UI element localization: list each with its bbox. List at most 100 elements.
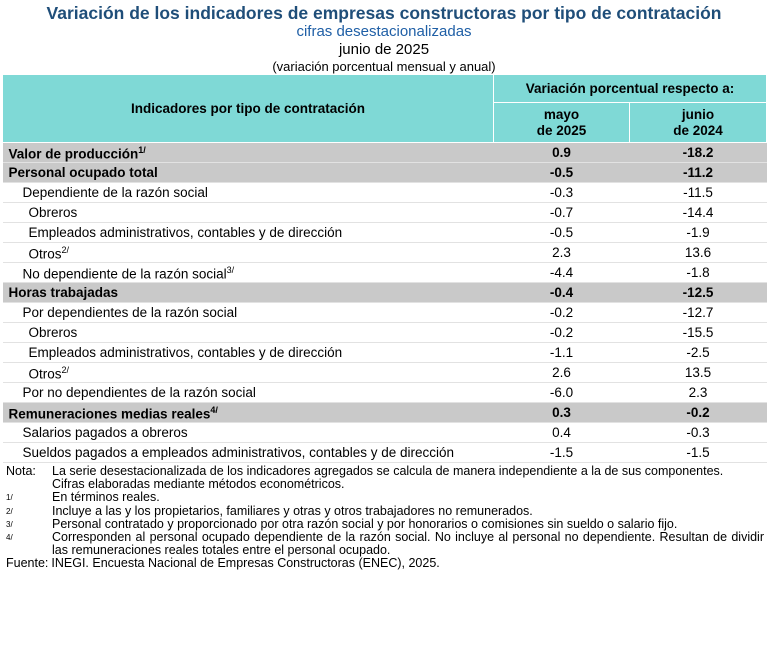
row: Obreros -0.7 -14.4 (2, 202, 767, 223)
label-text: Por no dependientes de la razón social (22, 385, 256, 400)
row: Por dependientes de la razón social -0.2-… (2, 302, 767, 323)
column-header-line: de 2025 (536, 122, 587, 138)
row-label: Sueldos pagados a empleados administrati… (2, 442, 494, 463)
label-text: No dependiente de la razón social (22, 266, 227, 282)
value-cell: -1.9 (629, 222, 767, 243)
row-label: Obreros (2, 202, 494, 223)
value-cell: -0.4 (493, 282, 630, 303)
label-text: Valor de producción (8, 146, 139, 162)
row: No dependiente de la razón social3/-4.4-… (2, 262, 767, 283)
value-cell: -4.4 (493, 262, 630, 283)
value-cell: 2.6 (493, 362, 630, 383)
group-row: Valor de producción1/0.9 -18.2 (2, 142, 767, 163)
value-cell: 13.6 (629, 242, 767, 263)
label-text: Remuneraciones medias reales (8, 406, 211, 422)
note: 2/Incluye a las y los propietarios, fami… (6, 503, 764, 518)
subtitle: cifras desestacionalizadas (296, 23, 472, 40)
unit: (variación porcentual mensual y anual) (272, 59, 496, 74)
label-text: Horas trabajadas (8, 285, 119, 300)
footnote-ref: 1/ (138, 145, 146, 156)
value-cell: -0.3 (493, 182, 630, 203)
value-cell: -0.2 (629, 402, 767, 423)
value-cell: -0.3 (629, 422, 767, 443)
row-label: Horas trabajadas (2, 282, 494, 303)
value-cell: -0.2 (493, 322, 630, 343)
row-label: Salarios pagados a obreros (2, 422, 494, 443)
notes: Nota: La serie desestacionalizada de los … (6, 464, 764, 571)
row-label: Por dependientes de la razón social (2, 302, 494, 323)
note: Nota: La serie desestacionalizada de los … (6, 464, 764, 478)
note-text: La serie desestacionalizada de los indic… (52, 464, 724, 478)
value-cell: -12.5 (629, 282, 767, 303)
source-text: INEGI. Encuesta Nacional de Empresas Con… (51, 556, 440, 571)
group-row: Personal ocupado total -0.5 -11.2 (2, 162, 767, 183)
label-text: Sueldos pagados a empleados administrati… (22, 445, 455, 460)
note-text: Incluye a las y los propietarios, famili… (52, 503, 533, 518)
row-label: Empleados administrativos, contables y d… (2, 222, 494, 243)
row: Dependiente de la razón social -0.3 -11.5 (2, 182, 767, 203)
value-cell: 2.3 (629, 382, 767, 403)
note-text: Corresponden al personal ocupado dependi… (52, 530, 764, 558)
label-text: Otros (28, 366, 62, 382)
column-header-line: mayo (543, 106, 580, 122)
row: Salarios pagados a obreros 0.4 -0.3 (2, 422, 767, 443)
row: Por no dependientes de la razón social -6… (2, 382, 767, 403)
value-cell: -0.2 (493, 302, 630, 323)
value-cell: -14.4 (629, 202, 767, 223)
note: Cifras elaboradas mediante métodos econo… (6, 478, 764, 491)
footnote-ref: 2/ (61, 245, 70, 256)
row-label: Obreros (2, 322, 494, 343)
value-cell: -15.5 (629, 322, 767, 343)
value-cell: 13.5 (629, 362, 767, 383)
value-cell: -1.1 (493, 342, 630, 363)
value-cell: -1.8 (629, 262, 767, 283)
row-label: Otros2/ (2, 362, 494, 383)
row: Empleados administrativos, contables y d… (2, 342, 767, 363)
note-text: En términos reales. (52, 490, 160, 505)
label-text: Empleados administrativos, contables y d… (28, 345, 343, 360)
column-header-line: de 2024 (673, 122, 723, 138)
value-cell: 0.3 (493, 402, 630, 423)
value-cell: -0.5 (493, 222, 630, 243)
header: Variación de los indicadores de empresas… (0, 0, 768, 74)
footnote-ref: 4/ (210, 405, 218, 416)
label-text: Por dependientes de la razón social (22, 305, 238, 320)
note-text: Cifras elaboradas mediante métodos econo… (52, 477, 345, 492)
label-text: Salarios pagados a obreros (22, 425, 188, 440)
value-cell: -11.2 (629, 162, 767, 183)
row-label: Personal ocupado total (2, 162, 494, 183)
title: Variación de los indicadores de empresas… (46, 3, 722, 23)
note: 4/Corresponden al personal ocupado depen… (6, 530, 764, 558)
note-marker: 3/ (6, 519, 13, 529)
row: Empleados administrativos, contables y d… (2, 222, 767, 243)
column-header: mayo de 2025 (493, 102, 630, 143)
row: Otros2/2.6 13.5 (2, 362, 767, 383)
column-header: junio de 2024 (628, 102, 768, 143)
value-cell: -0.5 (493, 162, 630, 183)
period: junio de 2025 (338, 41, 430, 58)
row: Sueldos pagados a empleados administrati… (2, 442, 767, 463)
row-label: Valor de producción1/ (2, 142, 494, 163)
header-row: Indicadores por tipo de contratación Vari… (2, 74, 768, 143)
value-cell: 0.9 (493, 142, 630, 163)
row-label: No dependiente de la razón social3/ (2, 262, 494, 283)
note-text: Personal contratado y proporcionado por … (52, 516, 678, 531)
group-header: Variación porcentual respecto a: (492, 74, 768, 103)
table: Indicadores por tipo de contratación Vari… (2, 74, 768, 463)
label-header: Indicadores por tipo de contratación (2, 74, 494, 143)
value-cell: 0.4 (493, 422, 630, 443)
value-cell: 2.3 (493, 242, 630, 263)
column-header-line: junio (681, 106, 715, 122)
note-marker: Nota: (6, 464, 36, 478)
label-text: Obreros (28, 325, 78, 340)
row-label: Remuneraciones medias reales4/ (2, 402, 494, 423)
note-marker: 1/ (6, 493, 13, 503)
row-label: Otros2/ (2, 242, 494, 263)
footnote-ref: 2/ (61, 365, 70, 376)
value-cell: -1.5 (493, 442, 630, 463)
label-text: Dependiente de la razón social (22, 185, 208, 200)
note-marker (6, 478, 52, 491)
source: Fuente: INEGI. Encuesta Nacional de Empre… (6, 557, 764, 570)
